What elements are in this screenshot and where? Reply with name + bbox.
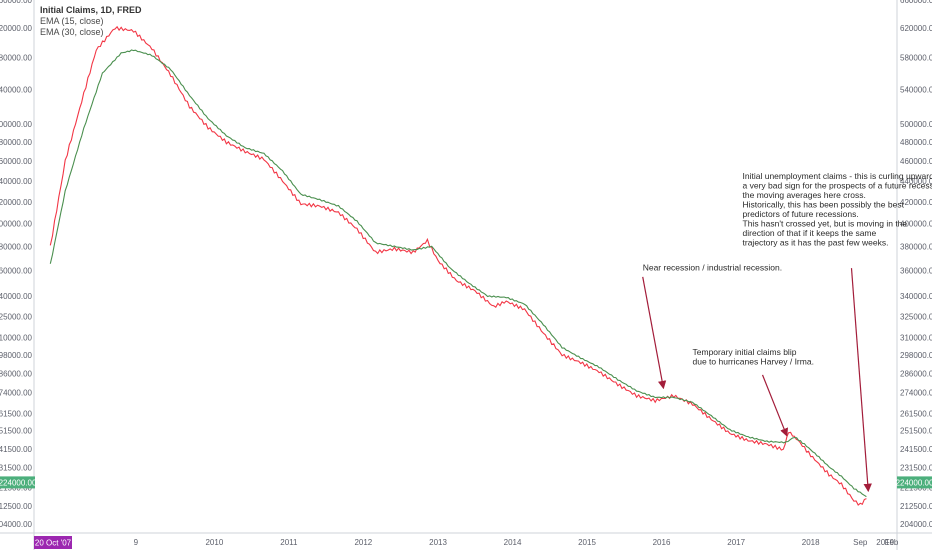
x-tick-6: 2016 [653,538,671,547]
x-tick-8: 2018 [802,538,820,547]
x-tick-2: 2012 [354,538,372,547]
y-tick-right-15: 298000.00 [900,351,932,360]
y-tick-right-11: 360000.00 [900,267,932,276]
y-tick-left-1: 620000.00 [0,24,33,33]
annotation-curling-upward-line-2: the moving averages here cross. [743,190,866,200]
y-tick-left-7: 440000.00 [0,177,33,186]
y-tick-left-4: 500000.00 [0,120,33,129]
annotation-curling-upward-line-1: a very bad sign for the prospects of a f… [743,180,932,190]
y-tick-right-9: 400000.00 [900,220,932,229]
last-value-label-left: 224000.00 [0,478,37,487]
y-tick-right-20: 241500.00 [900,445,932,454]
y-tick-left-19: 251500.00 [0,427,33,436]
y-tick-right-13: 325000.00 [900,312,932,321]
cursor-date-bg [34,536,72,549]
y-tick-right-17: 274000.00 [900,388,932,397]
y-tick-left-20: 241500.00 [0,445,33,454]
y-tick-right-7: 440000.00 [900,177,932,186]
annotation-curling-upward-line-8: trajectory as it has the past few weeks. [743,237,889,247]
y-tick-right-3: 540000.00 [900,86,932,95]
y-tick-right-18: 261500.00 [900,409,932,418]
last-value-bg-right [897,476,932,489]
y-tick-right-8: 420000.00 [900,198,932,207]
y-tick-left-0: 660000.00 [0,0,33,5]
y-tick-left-21: 231500.00 [0,464,33,473]
y-tick-left-12: 340000.00 [0,292,33,301]
x-tick-7: 2017 [727,538,745,547]
y-tick-left-24: 204000.00 [0,520,33,529]
y-tick-left-18: 261500.00 [0,409,33,418]
chart-title: Initial Claims, 1D, FRED [40,5,142,15]
last-value-bg-left [0,476,35,489]
y-tick-left-10: 380000.00 [0,242,33,251]
x-tick-5: 2015 [578,538,596,547]
y-tick-right-14: 310000.00 [900,333,932,342]
annotation-hurricanes-line-0: Temporary initial claims blip [693,347,797,357]
x-tick-1: 2011 [280,538,298,547]
y-tick-left-2: 580000.00 [0,54,33,63]
x-tick-9: Sep [853,538,868,547]
y-tick-right-12: 340000.00 [900,292,932,301]
y-tick-right-24: 204000.00 [900,520,932,529]
annotation-arrow-hurricanes [761,374,789,437]
series-line-0[interactable] [49,25,867,506]
y-tick-left-5: 480000.00 [0,138,33,147]
x-tick-4: 2014 [504,538,522,547]
y-tick-left-16: 286000.00 [0,369,33,378]
y-tick-right-2: 580000.00 [900,54,932,63]
y-tick-left-9: 400000.00 [0,220,33,229]
annotation-near-recession: Near recession / industrial recession. [643,263,782,273]
y-tick-right-16: 286000.00 [900,369,932,378]
y-tick-right-4: 500000.00 [900,120,932,129]
y-tick-right-10: 380000.00 [900,242,932,251]
y-tick-right-1: 620000.00 [900,24,932,33]
last-value-label-right: 224000.00 [896,478,932,487]
annotation-curling-upward-line-5: predictors of future recessions. [743,209,859,219]
x-tick-11: Feb [885,538,899,547]
series-layer [49,25,867,506]
y-tick-right-5: 480000.00 [900,138,932,147]
y-tick-left-23: 212500.00 [0,502,33,511]
annotation-near-recession-line-0: Near recession / industrial recession. [643,263,782,273]
y-tick-left-8: 420000.00 [0,198,33,207]
annotation-curling-upward-line-4: Historically, this has been possibly the… [743,199,905,209]
x-tick-partial: 9 [134,538,139,547]
annotation-hurricanes: Temporary initial claims blip due to hurr… [693,347,814,367]
annotation-curling-upward-line-6: This hasn't crossed yet, but is moving i… [743,218,908,228]
legend-layer: Initial Claims, 1D, FRED EMA (15, close)… [40,5,142,37]
y-tick-left-17: 274000.00 [0,388,33,397]
annotation-arrow-curling-upward [850,268,872,493]
annotation-arrow-near-recession [642,276,667,390]
legend-entry-ema-15[interactable]: EMA (15, close) [40,16,104,26]
cursor-date-label: 20 Oct '07 [35,539,72,548]
y-tick-left-6: 460000.00 [0,157,33,166]
legend-entry-ema-30[interactable]: EMA (30, close) [40,27,104,37]
annotation-curling-upward: Initial unemployment claims - this is cu… [743,171,932,248]
y-tick-left-3: 540000.00 [0,86,33,95]
y-tick-right-0: 660000.00 [900,0,932,5]
series-line-1[interactable] [49,49,867,498]
annotation-curling-upward-line-0: Initial unemployment claims - this is cu… [743,171,932,181]
annotations-layer: Near recession / industrial recession. Te… [642,171,932,493]
y-tick-left-15: 298000.00 [0,351,33,360]
annotation-curling-upward-line-7: direction of that if it keeps the same [743,228,877,238]
y-tick-right-23: 212500.00 [900,502,932,511]
x-tick-3: 2013 [429,538,447,547]
y-tick-left-11: 360000.00 [0,267,33,276]
x-tick-0: 2010 [205,538,223,547]
y-tick-right-6: 460000.00 [900,157,932,166]
y-tick-right-19: 251500.00 [900,427,932,436]
x-tick-10: 2019 [876,538,894,547]
annotation-hurricanes-line-1: due to hurricanes Harvey / Irma. [693,356,814,366]
y-tick-right-21: 231500.00 [900,464,932,473]
y-tick-left-14: 310000.00 [0,333,33,342]
y-tick-left-13: 325000.00 [0,312,33,321]
